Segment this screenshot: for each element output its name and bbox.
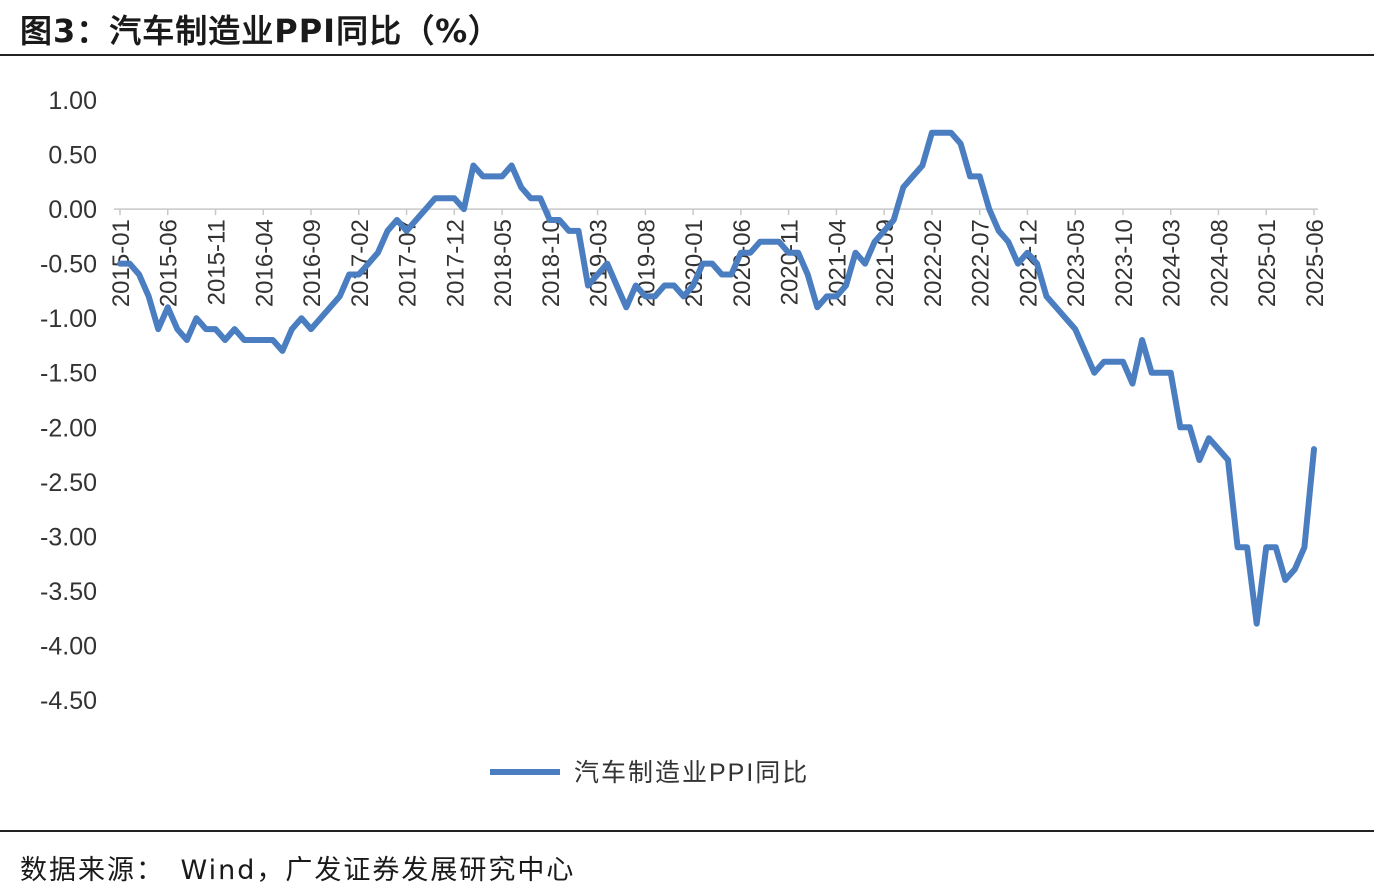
x-tick-label: 2016-04: [251, 219, 278, 307]
x-tick-label: 2018-05: [490, 219, 517, 307]
page-title: 图3：汽车制造业PPI同比（%）: [20, 12, 502, 50]
x-tick-label: 2015-06: [156, 219, 183, 307]
x-tick-label: 2015-11: [204, 219, 231, 305]
x-tick-label: 2024-08: [1206, 219, 1233, 307]
y-tick-label: -3.50: [40, 578, 97, 606]
y-tick-label: -1.50: [40, 360, 97, 388]
y-tick-label: 0.50: [48, 142, 97, 170]
x-tick-label: 2016-09: [299, 219, 326, 307]
chart-area: 1.00 0.50 0.00 -0.50 -1.00 -1.50 -2.00 -2.50 -3.…: [0, 58, 1374, 830]
y-tick-label: -4.50: [40, 687, 97, 715]
y-tick-label: -0.50: [40, 251, 97, 279]
x-tick-label: 2017-12: [442, 219, 469, 307]
y-tick-label: 1.00: [48, 87, 97, 115]
source-note: 数据来源： Wind，广发证券发展研究中心: [20, 855, 576, 886]
y-tick-label: -2.00: [40, 414, 97, 442]
x-tick-label: 2018-10: [538, 219, 565, 307]
x-tick-label: 2017-07: [395, 219, 422, 307]
y-tick-label: -1.00: [40, 305, 97, 333]
series-line: [117, 129, 1317, 627]
x-tick-label: 2023-10: [1111, 219, 1138, 307]
x-tick-label: 2025-06: [1302, 219, 1329, 307]
x-tick-label: 2023-05: [1063, 219, 1090, 307]
x-tick-label: 2025-01: [1254, 219, 1281, 307]
x-tick-label: 2022-02: [920, 219, 947, 307]
y-tick-label: -4.00: [40, 632, 97, 660]
y-tick-label: 0.00: [48, 196, 97, 224]
footer-bar: 数据来源： Wind，广发证券发展研究中心: [0, 830, 1374, 892]
y-tick-label: -2.50: [40, 469, 97, 497]
x-tick-label: 2022-07: [968, 219, 995, 307]
y-tick-label: -3.00: [40, 523, 97, 551]
x-tick-label: 2020-06: [729, 219, 756, 307]
x-tick-label: 2024-03: [1159, 219, 1186, 307]
line-chart: 1.00 0.50 0.00 -0.50 -1.00 -1.50 -2.00 -2.50 -3.…: [40, 87, 1329, 787]
title-bar: 图3：汽车制造业PPI同比（%）: [0, 0, 1374, 56]
legend-label: 汽车制造业PPI同比: [574, 759, 809, 787]
